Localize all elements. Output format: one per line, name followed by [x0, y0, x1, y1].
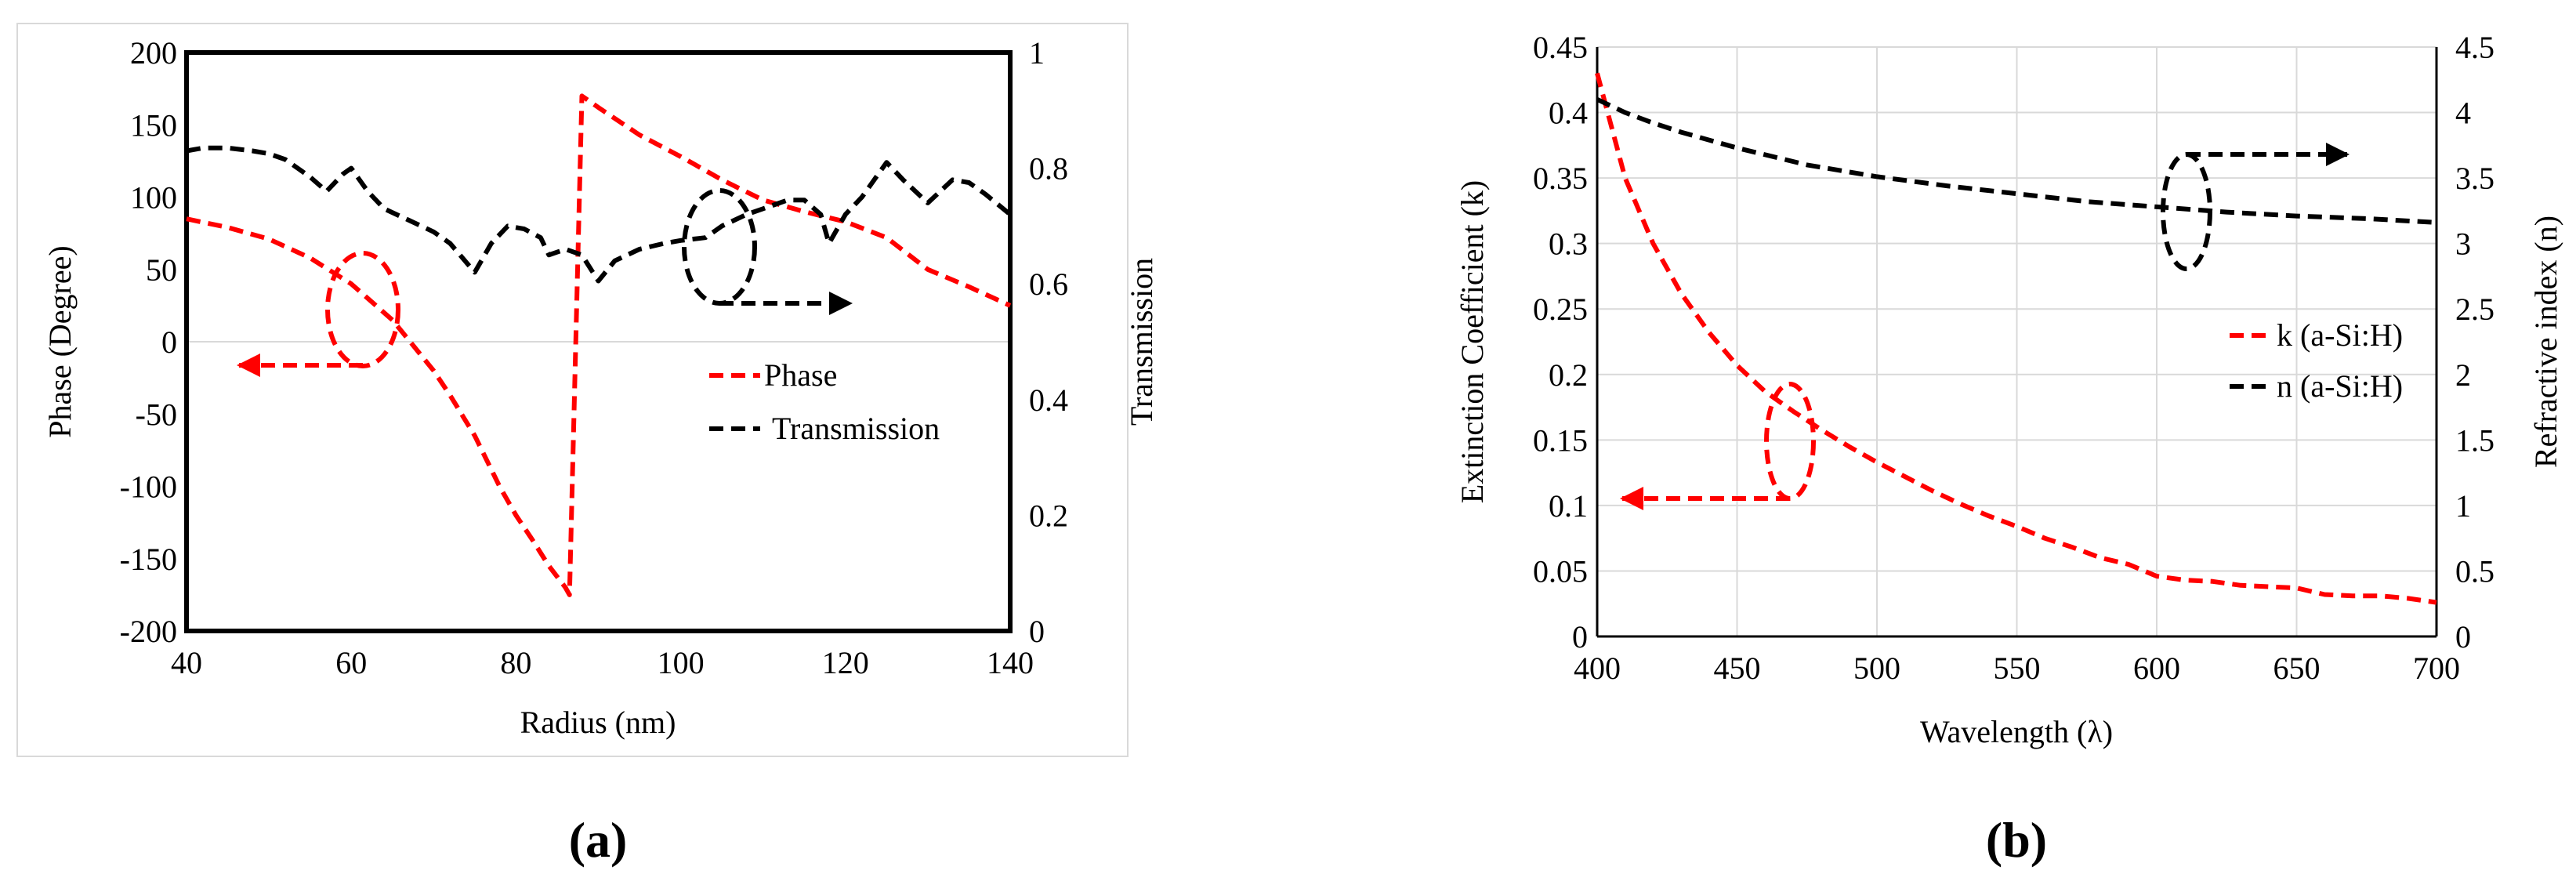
chart-b-xtick-label: 650 — [2273, 651, 2321, 686]
panel-b: 0 0.05 0.1 0.15 0.2 0.25 0.3 0.35 0.4 0.45 0 0.5 1 1… — [1455, 30, 2563, 749]
chart-b-y2tick-label: 1.5 — [2455, 422, 2494, 458]
chart-b-xtick-label: 550 — [1994, 651, 2041, 686]
chart-a-xtick-label: 140 — [987, 645, 1034, 680]
chart-b-ytick-label: 0.05 — [1533, 553, 1588, 589]
chart-b-ytick-label: 0.45 — [1533, 30, 1588, 65]
panel-label-b: (b) — [1986, 812, 2047, 868]
chart-b-ytick-label: 0.4 — [1549, 96, 1588, 131]
chart-a-y2tick-label: 0 — [1029, 614, 1045, 649]
chart-b-y2tick-label: 2 — [2455, 357, 2471, 393]
chart-a-annotations — [237, 188, 853, 377]
k-series-marker-ellipse — [1764, 382, 1816, 501]
series-line-transmission — [186, 145, 1012, 284]
chart-a-y2tick-label: 1 — [1029, 35, 1045, 71]
chart-b-xtick-label: 400 — [1574, 651, 1621, 686]
chart-a-y2tick-label: 0.4 — [1029, 382, 1068, 418]
chart-a-ylabel: Phase (Degree) — [42, 245, 78, 437]
chart-b-series — [1595, 72, 2437, 605]
chart-a-y2label: Transmission — [1124, 258, 1159, 426]
chart-b-y2label: Refractive index (n) — [2528, 216, 2563, 468]
chart-a-ytick-label: 0 — [161, 324, 177, 360]
chart-b-ytick-label: 0.3 — [1549, 227, 1588, 262]
chart-a-ytick-label: -50 — [136, 397, 177, 432]
chart-a-xtick-label: 100 — [658, 645, 705, 680]
chart-a-ytick-label: -200 — [120, 614, 177, 649]
chart-b-y2tick-label: 3 — [2455, 227, 2471, 262]
chart-a-ytick-label: 100 — [130, 180, 177, 216]
chart-b-left-axis: 0 0.05 0.1 0.15 0.2 0.25 0.3 0.35 0.4 0.45 — [1533, 30, 1588, 654]
chart-b-ytick-label: 0.2 — [1549, 357, 1588, 393]
series-line-n-a-si-h — [1596, 97, 2437, 225]
chart-b-y2tick-label: 0.5 — [2455, 553, 2494, 589]
legend-k-label: k (a-Si:H) — [2277, 317, 2403, 353]
series-line-phase — [186, 93, 1012, 597]
chart-b-ytick-label: 0.25 — [1533, 292, 1588, 327]
chart-a-y2tick-label: 0.8 — [1029, 151, 1068, 187]
chart-b-xlabel: Wavelength (λ) — [1920, 714, 2113, 749]
chart-a-xtick-label: 60 — [335, 645, 367, 680]
panel-label-a: (a) — [569, 812, 628, 868]
chart-a-right-axis: 0 0.2 0.4 0.6 0.8 1 — [1029, 35, 1068, 649]
chart-a-plot-border — [184, 50, 1013, 633]
chart-b-annotations — [1620, 143, 2350, 510]
panel-a: -200 -150 -100 -50 0 50 100 150 200 0 0.2 0.4 0.6 0.… — [16, 23, 1159, 757]
phase-series-marker-ellipse — [325, 251, 400, 368]
transmission-series-marker-ellipse — [682, 188, 757, 306]
chart-b-y2tick-label: 4.5 — [2455, 30, 2494, 65]
chart-b-ytick-label: 0.15 — [1533, 422, 1588, 458]
chart-b-ytick-label: 0.1 — [1549, 488, 1588, 524]
chart-b-xtick-label: 700 — [2413, 651, 2460, 686]
chart-a-frame — [16, 23, 1129, 757]
chart-b-y2tick-label: 3.5 — [2455, 161, 2494, 196]
chart-b-ytick-label: 0.35 — [1533, 161, 1588, 196]
chart-a-xtick-label: 120 — [822, 645, 869, 680]
legend-transmission-label: Transmission — [772, 411, 940, 446]
chart-b-xtick-label: 500 — [1853, 651, 1900, 686]
legend-n-label: n (a-Si:H) — [2277, 368, 2403, 404]
chart-a-y2tick-label: 0.6 — [1029, 266, 1068, 302]
chart-a-x-axis: 40 60 80 100 120 140 — [171, 645, 1034, 680]
chart-a-ytick-label: 200 — [130, 35, 177, 71]
chart-a-left-axis: -200 -150 -100 -50 0 50 100 150 200 — [120, 35, 177, 649]
chart-b-legend: k (a-Si:H) n (a-Si:H) — [2230, 317, 2403, 404]
chart-a-ytick-label: 50 — [146, 252, 177, 288]
chart-b-xtick-label: 450 — [1714, 651, 1761, 686]
chart-a-ytick-label: -150 — [120, 542, 177, 577]
chart-b-right-axis: 0 0.5 1 1.5 2 2.5 3 3.5 4 4.5 — [2455, 30, 2494, 654]
chart-b-xtick-label: 600 — [2133, 651, 2180, 686]
chart-a-xtick-label: 80 — [500, 645, 531, 680]
chart-b-y2tick-label: 2.5 — [2455, 292, 2494, 327]
chart-a-xlabel: Radius (nm) — [520, 705, 676, 740]
chart-b-y2tick-label: 4 — [2455, 96, 2471, 131]
chart-b-ylabel: Extinction Coefficient (k) — [1455, 180, 1490, 503]
chart-a-series — [186, 93, 1012, 597]
chart-a-ytick-label: -100 — [120, 470, 177, 505]
chart-b-gridlines — [1597, 46, 2437, 636]
chart-b-y2tick-label: 1 — [2455, 488, 2471, 524]
chart-a-legend: Phase Transmission — [709, 357, 940, 446]
chart-a-y2tick-label: 0.2 — [1029, 498, 1068, 533]
chart-a-ytick-label: 150 — [130, 107, 177, 143]
chart-b-y2tick-label: 0 — [2455, 619, 2471, 654]
chart-b-ytick-label: 0 — [1572, 619, 1588, 654]
chart-a-xtick-label: 40 — [171, 645, 202, 680]
legend-phase-label: Phase — [764, 357, 837, 393]
chart-b-x-axis: 400 450 500 550 600 650 700 — [1574, 651, 2460, 686]
